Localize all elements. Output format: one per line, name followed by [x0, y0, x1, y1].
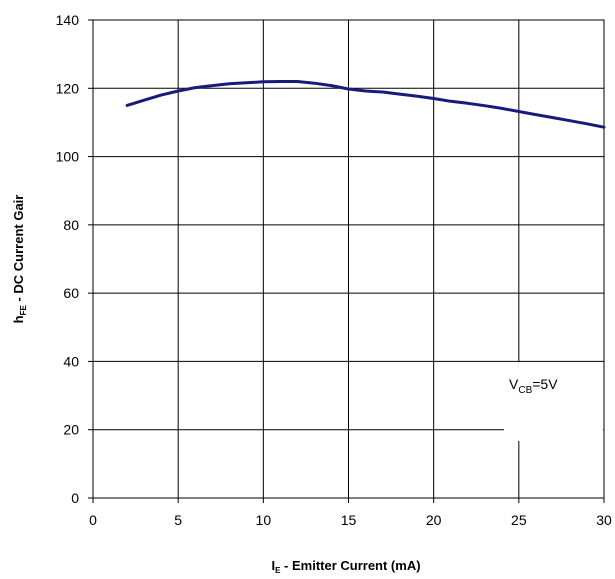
y-tick-labels: 0 20 40 60 80 100 120 140: [56, 12, 80, 506]
x-tick-labels: 0 5 10 15 20 25 30: [89, 512, 612, 528]
y-tick-label-6: 120: [56, 80, 80, 96]
y-tick-label-2: 40: [63, 353, 79, 369]
y-tick-label-0: 0: [71, 490, 79, 506]
annotation-vcb: VCB=5V: [509, 376, 558, 396]
x-axis-title: IE - Emitter Current (mA): [271, 558, 420, 575]
series-line: [125, 80, 606, 129]
x-tick-label-2: 10: [256, 512, 272, 528]
x-tick-label-3: 15: [341, 512, 357, 528]
x-tick-label-0: 0: [89, 512, 97, 528]
y-tick-label-7: 140: [56, 12, 80, 28]
y-tick-label-5: 100: [56, 149, 80, 165]
axis-ticks: [88, 19, 605, 503]
y-tick-label-1: 20: [63, 422, 79, 438]
y-tick-label-3: 60: [63, 285, 79, 301]
x-tick-label-5: 25: [511, 512, 527, 528]
annotation-background: [504, 362, 603, 441]
x-tick-label-4: 20: [426, 512, 442, 528]
grid-lines: [93, 20, 604, 498]
x-tick-label-1: 5: [174, 512, 182, 528]
x-tick-label-6: 30: [596, 512, 612, 528]
y-tick-label-4: 80: [63, 217, 79, 233]
y-axis-title: hFE - DC Current Gair: [11, 195, 28, 324]
